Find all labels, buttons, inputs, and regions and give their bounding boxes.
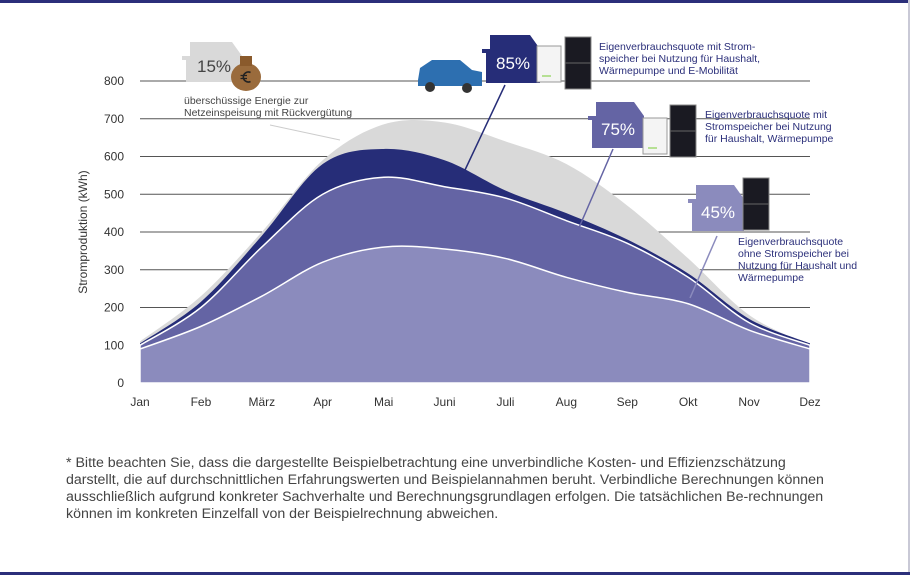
axis-ticks: 0 100 200 300 400 500 600 700 800 Jan Feb März Apr Ma… bbox=[104, 74, 821, 409]
pointer-line bbox=[577, 148, 614, 231]
x-tick-label: Aug bbox=[556, 395, 577, 409]
annotations: 15% 85% 75% 45% bbox=[182, 35, 770, 299]
y-tick-label: 600 bbox=[104, 150, 124, 164]
car-wheel bbox=[425, 82, 435, 92]
house-icon bbox=[182, 42, 242, 82]
x-tick-label: Juni bbox=[434, 395, 456, 409]
label-line: Nutzung für Haushalt und bbox=[738, 260, 858, 272]
y-tick-label: 300 bbox=[104, 263, 124, 277]
label-line: speicher bei Nutzung für Haushalt, bbox=[599, 53, 761, 65]
house-icon bbox=[482, 35, 540, 83]
badge-15: 15% bbox=[182, 42, 242, 82]
x-tick-label: Feb bbox=[191, 395, 212, 409]
badge-text: 85% bbox=[496, 54, 530, 73]
y-tick-label: 500 bbox=[104, 187, 124, 201]
car-body bbox=[418, 60, 482, 86]
badge-text: 75% bbox=[601, 120, 635, 139]
label-15: überschüssige Energie zur Netzeinspeisung… bbox=[184, 95, 352, 119]
x-tick-label: Jan bbox=[130, 395, 149, 409]
solar-panel-icon bbox=[564, 36, 592, 90]
label-line: Eigenverbrauchsquote bbox=[738, 236, 844, 248]
x-tick-label: März bbox=[248, 395, 275, 409]
label-45: Eigenverbrauchsquote ohne Stromspeicher b… bbox=[738, 236, 857, 284]
label-line: Eigenverbrauchsquote mit Strom- bbox=[599, 41, 756, 53]
house-icon bbox=[688, 185, 744, 231]
battery-icon bbox=[536, 45, 562, 83]
label-75: Eigenverbrauchsquote mit Stromspeicher be… bbox=[705, 109, 833, 145]
label-line: für Haushalt, Wärmepumpe bbox=[705, 133, 834, 145]
badge-45: 45% bbox=[688, 185, 744, 231]
label-line: Stromspeicher bei Nutzung bbox=[705, 121, 832, 133]
solar-panel-icon bbox=[742, 177, 770, 231]
pointer-line bbox=[269, 124, 341, 141]
x-tick-label: Okt bbox=[679, 395, 698, 409]
label-85: Eigenverbrauchsquote mit Strom-speicher … bbox=[599, 41, 760, 77]
money-bag-neck bbox=[240, 56, 252, 66]
badge-text: 15% bbox=[197, 57, 231, 76]
euro-icon bbox=[240, 71, 251, 83]
x-tick-label: Dez bbox=[799, 395, 820, 409]
y-tick-label: 400 bbox=[104, 225, 124, 239]
label-line: Wärmepumpe bbox=[738, 272, 804, 284]
money-bag-body bbox=[231, 63, 261, 91]
solar-panel-icon bbox=[669, 104, 697, 158]
label-line: Eigenverbrauchsquote mit bbox=[705, 109, 827, 121]
area-chart: 0 100 200 300 400 500 600 700 800 Jan Feb März Apr Ma… bbox=[76, 35, 821, 409]
area-series-45 bbox=[139, 245, 811, 384]
house-icon bbox=[588, 102, 644, 148]
label-line: ohne Stromspeicher bei bbox=[738, 248, 849, 260]
area-series bbox=[139, 120, 811, 384]
money-bag-icon bbox=[231, 56, 261, 91]
pointer-line bbox=[464, 84, 506, 171]
x-tick-label: Juli bbox=[496, 395, 514, 409]
car-icon bbox=[418, 60, 482, 93]
y-axis-label: Stromproduktion (kWh) bbox=[76, 170, 90, 293]
x-tick-label: Apr bbox=[313, 395, 332, 409]
label-line: Wärmepumpe und E-Mobilität bbox=[599, 65, 738, 77]
badge-75: 75% bbox=[588, 102, 644, 148]
y-tick-label: 0 bbox=[117, 376, 124, 390]
label-line: Netzeinspeisung mit Rückvergütung bbox=[184, 107, 353, 119]
label-line: überschüssige Energie zur bbox=[184, 95, 309, 107]
right-border bbox=[908, 0, 910, 575]
x-tick-label: Mai bbox=[374, 395, 393, 409]
battery-icon bbox=[642, 117, 668, 155]
top-border bbox=[0, 0, 910, 3]
footnote: * Bitte beachten Sie, dass die dargestel… bbox=[66, 455, 824, 522]
y-tick-label: 800 bbox=[104, 74, 124, 88]
car-wheel bbox=[462, 83, 472, 93]
badge-85: 85% bbox=[482, 35, 540, 83]
bottom-border bbox=[0, 572, 910, 575]
x-tick-label: Sep bbox=[617, 395, 639, 409]
x-tick-label: Nov bbox=[738, 395, 759, 409]
y-tick-label: 200 bbox=[104, 301, 124, 315]
y-tick-label: 700 bbox=[104, 112, 124, 126]
badge-text: 45% bbox=[701, 203, 735, 222]
y-tick-label: 100 bbox=[104, 338, 124, 352]
pointer-line bbox=[689, 235, 718, 299]
